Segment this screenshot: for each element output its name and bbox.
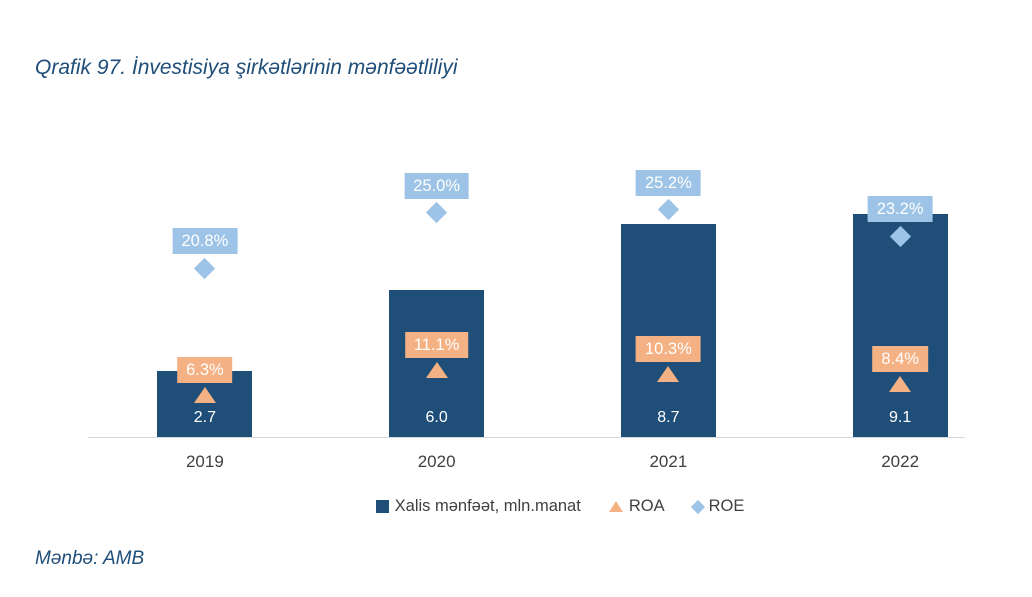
x-axis-label-2019: 2019 — [185, 452, 224, 471]
legend-label-roa: ROA — [628, 497, 665, 515]
chart-legend: Xalis mənfəət, mln.manat ROA ROE — [88, 497, 1032, 516]
legend-item-net-profit: Xalis mənfəət, mln.manat — [375, 497, 581, 516]
bar-value-label-2022: 9.1 — [889, 409, 912, 426]
bar-2022 — [852, 214, 948, 437]
roe-diamond-icon-2020 — [426, 201, 448, 224]
x-axis-label-2022: 2022 — [881, 452, 920, 471]
roe-data-label-2022: 23.2% — [867, 196, 933, 223]
legend-square-icon — [375, 500, 389, 513]
bar-value-label-2019: 2.7 — [193, 409, 216, 426]
chart-title: Qrafik 97. İnvestisiya şirkətlərinin mən… — [35, 56, 458, 79]
legend-diamond-icon — [690, 499, 705, 514]
legend-item-roe: ROE — [690, 497, 745, 516]
roa-triangle-icon-2021 — [657, 366, 680, 383]
roe-diamond-icon-2019 — [194, 257, 216, 279]
legend-item-roa: ROA — [608, 497, 665, 516]
roa-triangle-icon-2022 — [889, 376, 912, 393]
legend-label-roe: ROE — [708, 497, 745, 515]
x-axis-label-2021: 2021 — [649, 452, 688, 471]
roe-data-label-2020: 25.0% — [404, 172, 470, 199]
legend-label-net-profit: Xalis mənfəət, mln.manat — [394, 497, 581, 515]
roa-triangle-icon-2020 — [425, 362, 448, 379]
bar-value-label-2020: 6.0 — [425, 409, 448, 426]
bar-2021 — [620, 223, 716, 437]
roa-data-label-2020: 11.1% — [404, 332, 469, 359]
roe-data-label-2021: 25.2% — [635, 169, 701, 196]
roa-data-label-2022: 8.4% — [872, 346, 928, 373]
roa-data-label-2019: 6.3% — [177, 357, 233, 384]
x-axis-line — [88, 437, 965, 438]
roa-data-label-2021: 10.3% — [635, 336, 701, 363]
roa-triangle-icon-2019 — [193, 387, 216, 404]
source-note: Mənbə: AMB — [35, 548, 145, 569]
legend-triangle-icon — [608, 501, 623, 512]
bar-value-label-2021: 8.7 — [657, 409, 680, 426]
x-axis-label-2020: 2020 — [417, 452, 456, 471]
roe-diamond-icon-2021 — [657, 199, 679, 221]
roe-data-label-2019: 20.8% — [172, 228, 238, 255]
